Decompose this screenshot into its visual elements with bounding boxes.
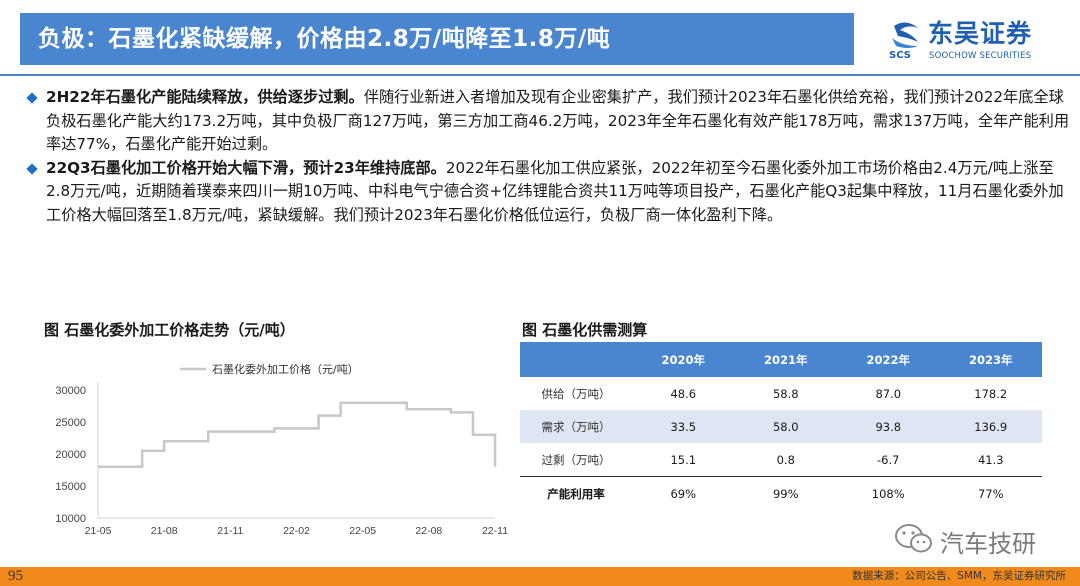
table-cell: 69% <box>632 476 735 510</box>
table-header-cell: 2022年 <box>837 342 940 377</box>
table-cell: 93.8 <box>837 410 940 443</box>
table-cell: 33.5 <box>632 410 735 443</box>
table-header-cell <box>520 342 632 377</box>
table-header-cell: 2023年 <box>939 342 1042 377</box>
row-label: 需求（万吨） <box>520 410 632 443</box>
table-header-row: 2020年 2021年 2022年 2023年 <box>520 342 1042 377</box>
table-cell: 58.8 <box>772 386 799 401</box>
x-tick-label: 22-02 <box>283 525 310 537</box>
bullet-heading: 22Q3石墨化加工价格开始大幅下滑，预计23年维持底部。 <box>46 158 446 177</box>
row-label: 供给（万吨） <box>541 386 611 401</box>
diamond-bullet-icon <box>26 92 38 104</box>
diamond-bullet-icon <box>26 162 38 175</box>
header-divider <box>0 74 1080 76</box>
bullet-item: 22Q3石墨化加工价格开始大幅下滑，预计23年维持底部。2022年石墨化加工供应… <box>26 157 1072 228</box>
y-tick-label: 25000 <box>55 417 86 429</box>
table-cell: 99% <box>734 476 837 510</box>
table-header-cell: 2020年 <box>632 342 735 377</box>
bullet-heading: 2H22年石墨化产能陆续释放，供给逐步过剩。 <box>46 88 364 106</box>
table-header-cell: 2021年 <box>734 342 837 377</box>
table-cell: 136.9 <box>939 410 1042 443</box>
table-cell: 0.8 <box>776 452 795 467</box>
table-row: 需求（万吨） 33.5 58.0 93.8 136.9 <box>520 410 1042 443</box>
legend-label: 石墨化委外加工价格（元/吨） <box>212 362 359 376</box>
page-number: 95 <box>8 568 23 584</box>
table-cell: 58.0 <box>734 410 837 443</box>
y-tick-label: 15000 <box>55 481 86 493</box>
table-cell: 108% <box>837 476 940 510</box>
bullet-item: 2H22年石墨化产能陆续释放，供给逐步过剩。伴随行业新进入者增加及现有企业密集扩… <box>26 86 1072 157</box>
table-cell: 77% <box>939 476 1042 510</box>
row-label: 过剩（万吨） <box>541 452 611 467</box>
wechat-watermark: 汽车技研 <box>894 522 1036 558</box>
y-tick-label: 30000 <box>55 385 86 397</box>
row-label: 产能利用率 <box>520 476 632 510</box>
chart-caption: 图 石墨化委外加工价格走势（元/吨） <box>44 321 295 339</box>
table-row: 供给（万吨） 48.6 58.8 87.0 178.2 <box>520 377 1042 410</box>
x-tick-label: 22-08 <box>415 525 442 537</box>
data-source: 数据来源：公司公告、SMM，东吴证券研究所 <box>852 570 1066 582</box>
x-tick-label: 21-08 <box>151 525 178 537</box>
title-bar: 负极：石墨化紧缺缓解，价格由2.8万/吨降至1.8万/吨 <box>20 13 854 65</box>
price-series-line <box>98 401 497 469</box>
wechat-icon <box>895 524 932 553</box>
table-cell: 15.1 <box>670 452 697 467</box>
logo-english-name: SOOCHOW SECURITIES <box>929 51 1032 61</box>
bullet-body: 伴随行业新进入者增加及现有企业密集扩产，我们预计2023年石墨化供给充裕，我们预… <box>46 88 1070 153</box>
supply-demand-table: 2020年 2021年 2022年 2023年 供给（万吨） 48.6 58.8… <box>520 342 1042 510</box>
table-cell: -6.7 <box>877 452 900 467</box>
bullet-list: 2H22年石墨化产能陆续释放，供给逐步过剩。伴随行业新进入者增加及现有企业密集扩… <box>26 86 1072 227</box>
logo-mark-icon: SCS <box>889 22 918 60</box>
x-tick-label: 22-11 <box>482 525 508 537</box>
logo-mark-text: SCS <box>889 50 911 60</box>
footer-bar: 95 数据来源：公司公告、SMM，东吴证券研究所 <box>0 567 1080 586</box>
x-tick-label: 22-05 <box>349 525 376 537</box>
price-line-chart: 10000 15000 20000 25000 30000 21-05 21-08 21-11… <box>55 362 508 537</box>
bullet-body: 2022年石墨化加工供应紧张，2022年初至今石墨化委外加工市场价格由2.4万元… <box>46 158 1064 224</box>
x-tick-label: 21-05 <box>85 525 112 537</box>
x-tick-label: 21-11 <box>217 525 243 537</box>
logo-chinese-name: 东吴证券 <box>928 19 1033 48</box>
watermark-text: 汽车技研 <box>940 530 1036 558</box>
table-cell: 178.2 <box>974 386 1008 401</box>
table-row: 过剩（万吨） 15.1 0.8 -6.7 41.3 <box>520 443 1042 477</box>
table-cell: 41.3 <box>977 452 1004 467</box>
table-cell: 48.6 <box>670 386 697 401</box>
company-logo: SCS 东吴证券 SOOCHOW SECURITIES <box>888 18 1058 66</box>
y-tick-label: 20000 <box>55 449 86 461</box>
table-caption: 图 石墨化供需测算 <box>522 321 648 339</box>
table-cell: 87.0 <box>875 386 902 401</box>
y-tick-label: 10000 <box>55 513 86 525</box>
table-row: 产能利用率 69% 99% 108% 77% <box>520 476 1042 510</box>
page-title: 负极：石墨化紧缺缓解，价格由2.8万/吨降至1.8万/吨 <box>38 26 611 52</box>
